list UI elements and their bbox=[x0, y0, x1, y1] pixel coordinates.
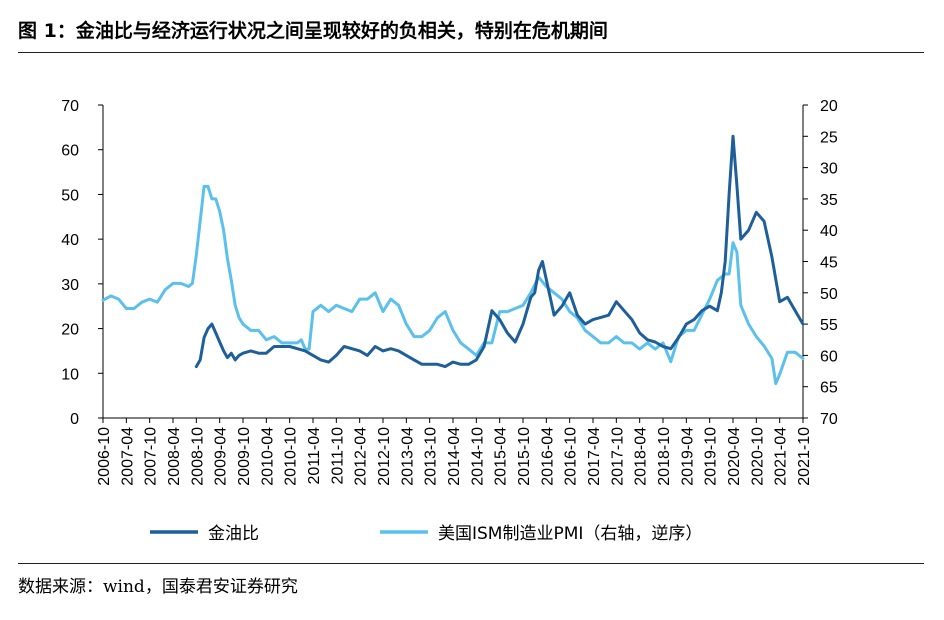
left-axis-tick-label: 20 bbox=[61, 322, 79, 339]
x-axis-tick-label: 2016-10 bbox=[563, 427, 580, 486]
x-axis-tick-label: 2011-04 bbox=[306, 427, 323, 485]
right-axis-tick-label: 30 bbox=[820, 161, 838, 178]
x-axis-tick-label: 2010-04 bbox=[259, 427, 276, 486]
x-axis-tick-label: 2021-10 bbox=[796, 427, 813, 486]
left-axis-tick-label: 30 bbox=[61, 277, 79, 294]
legend: 金油比 美国ISM制造业PMI（右轴，逆序） bbox=[150, 524, 702, 544]
title-rule bbox=[18, 52, 924, 53]
right-axis-tick-label: 50 bbox=[820, 286, 838, 303]
x-axis-tick-label: 2010-10 bbox=[283, 427, 300, 486]
x-axis-tick-label: 2007-10 bbox=[143, 427, 160, 486]
x-axis-tick-label: 2020-10 bbox=[749, 427, 766, 486]
chart-title: 图 1：金油比与经济运行状况之间呈现较好的负相关，特别在危机期间 bbox=[18, 20, 608, 42]
right-axis-tick-label: 20 bbox=[820, 98, 838, 115]
x-axis-tick-label: 2017-10 bbox=[609, 427, 626, 486]
x-axis-tick-label: 2013-04 bbox=[399, 427, 416, 486]
right-axis-tick-label: 55 bbox=[820, 317, 838, 334]
right-axis-tick-label: 35 bbox=[820, 192, 838, 209]
x-axis-tick-label: 2018-10 bbox=[656, 427, 673, 486]
x-axis-tick-label: 2014-04 bbox=[446, 427, 463, 486]
x-axis-tick-label: 2011-10 bbox=[329, 427, 346, 485]
series-lines bbox=[101, 134, 805, 386]
right-axis-tick-label: 25 bbox=[820, 129, 838, 146]
source-note: 数据来源：wind，国泰君安证券研究 bbox=[18, 577, 298, 597]
x-axis-tick-label: 2018-04 bbox=[633, 427, 650, 486]
left-axis-tick-label: 40 bbox=[61, 232, 79, 249]
axes: 0 10 20 30 40 50 60 70 20 25 30 35 40 45 50 55 60 65 70 200… bbox=[61, 98, 838, 486]
series-line-gold-oil-ratio bbox=[194, 134, 805, 369]
source-rule bbox=[18, 563, 924, 564]
x-axis-tick-label: 2007-04 bbox=[119, 427, 136, 486]
x-axis-tick-label: 2013-10 bbox=[423, 427, 440, 486]
x-axis-tick-label: 2015-04 bbox=[493, 427, 510, 486]
right-axis-tick-label: 60 bbox=[820, 348, 838, 365]
x-axis-tick-label: 2015-10 bbox=[516, 427, 533, 486]
x-axis-tick-label: 2008-04 bbox=[166, 427, 183, 486]
x-axis-tick-label: 2009-10 bbox=[236, 427, 253, 486]
left-axis-tick-label: 60 bbox=[61, 143, 79, 160]
x-axis-tick-label: 2014-10 bbox=[469, 427, 486, 486]
x-axis-tick-label: 2012-04 bbox=[353, 427, 370, 486]
series-line-ism-pmi bbox=[101, 184, 805, 386]
right-axis-tick-label: 45 bbox=[820, 255, 838, 272]
x-axis-tick-label: 2019-04 bbox=[679, 427, 696, 486]
x-axis-tick-label: 2019-10 bbox=[703, 427, 720, 486]
left-axis-tick-label: 10 bbox=[61, 366, 79, 383]
left-axis-tick-label: 0 bbox=[70, 411, 79, 428]
x-axis-tick-label: 2016-04 bbox=[539, 427, 556, 486]
x-axis-tick-label: 2008-10 bbox=[189, 427, 206, 486]
x-axis-tick-label: 2021-04 bbox=[773, 427, 790, 486]
x-axis-tick-label: 2009-04 bbox=[213, 427, 230, 486]
x-axis-tick-label: 2012-10 bbox=[376, 427, 393, 486]
x-axis-tick-label: 2006-10 bbox=[96, 427, 113, 486]
x-axis-tick-label: 2017-04 bbox=[586, 427, 603, 486]
x-axis-tick-label: 2020-04 bbox=[726, 427, 743, 486]
right-axis-tick-label: 65 bbox=[820, 380, 838, 397]
right-axis-tick-label: 40 bbox=[820, 223, 838, 240]
legend-label: 金油比 bbox=[208, 524, 259, 544]
left-axis-tick-label: 50 bbox=[61, 187, 79, 204]
right-axis-tick-label: 70 bbox=[820, 411, 838, 428]
legend-label: 美国ISM制造业PMI（右轴，逆序） bbox=[438, 524, 702, 544]
left-axis-tick-label: 70 bbox=[61, 98, 79, 115]
